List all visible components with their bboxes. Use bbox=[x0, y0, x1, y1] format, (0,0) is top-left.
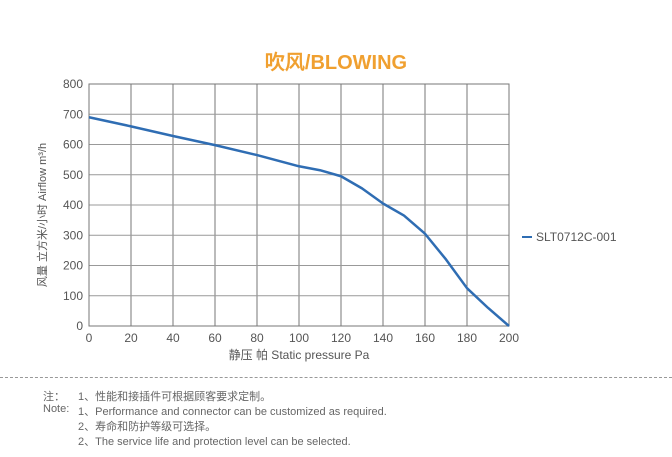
y-tick-label: 800 bbox=[63, 77, 83, 91]
x-tick-label: 60 bbox=[208, 331, 222, 345]
y-tick-label: 0 bbox=[76, 319, 83, 333]
y-axis-label: 风量 立方米/小时 Airflow m³/h bbox=[35, 143, 49, 287]
legend-label: SLT0712C-001 bbox=[536, 230, 617, 244]
chart-title: 吹风/BLOWING bbox=[264, 52, 408, 74]
note-line: 1、性能和接插件可根据顾客要求定制。 bbox=[78, 391, 272, 403]
x-tick-label: 80 bbox=[250, 331, 264, 345]
y-tick-label: 200 bbox=[63, 259, 83, 273]
series-line bbox=[88, 116, 510, 327]
plot-frame bbox=[88, 83, 510, 327]
x-tick-label: 100 bbox=[289, 331, 309, 345]
y-tick-label: 600 bbox=[63, 138, 83, 152]
x-axis-label: 静压 帕 Static pressure Pa bbox=[229, 347, 370, 362]
x-tick-label: 20 bbox=[124, 331, 138, 345]
y-tick-label: 700 bbox=[63, 107, 83, 121]
note-line: 2、寿命和防护等级可选择。 bbox=[78, 421, 217, 433]
x-tick-label: 40 bbox=[166, 331, 180, 345]
note-label-en: Note: bbox=[43, 403, 70, 415]
x-tick-label: 160 bbox=[415, 331, 435, 345]
note-line: 1、Performance and connector can be custo… bbox=[78, 406, 387, 418]
y-tick-label: 100 bbox=[63, 289, 83, 303]
x-tick-label: 140 bbox=[373, 331, 393, 345]
x-tick-label: 0 bbox=[86, 331, 93, 345]
note-line: 2、The service life and protection level … bbox=[78, 436, 351, 448]
divider bbox=[0, 377, 672, 378]
x-tick-label: 120 bbox=[331, 331, 351, 345]
x-tick-label: 200 bbox=[499, 331, 519, 345]
x-tick-label: 180 bbox=[457, 331, 477, 345]
y-tick-label: 300 bbox=[63, 228, 83, 242]
y-tick-label: 500 bbox=[63, 168, 83, 182]
note-label-cn: 注： bbox=[43, 391, 65, 403]
chart: 0 20 40 60 80 100 120 140 160 180 200 0 100 200 300 400… bbox=[35, 77, 617, 362]
y-tick-label: 400 bbox=[63, 198, 83, 212]
